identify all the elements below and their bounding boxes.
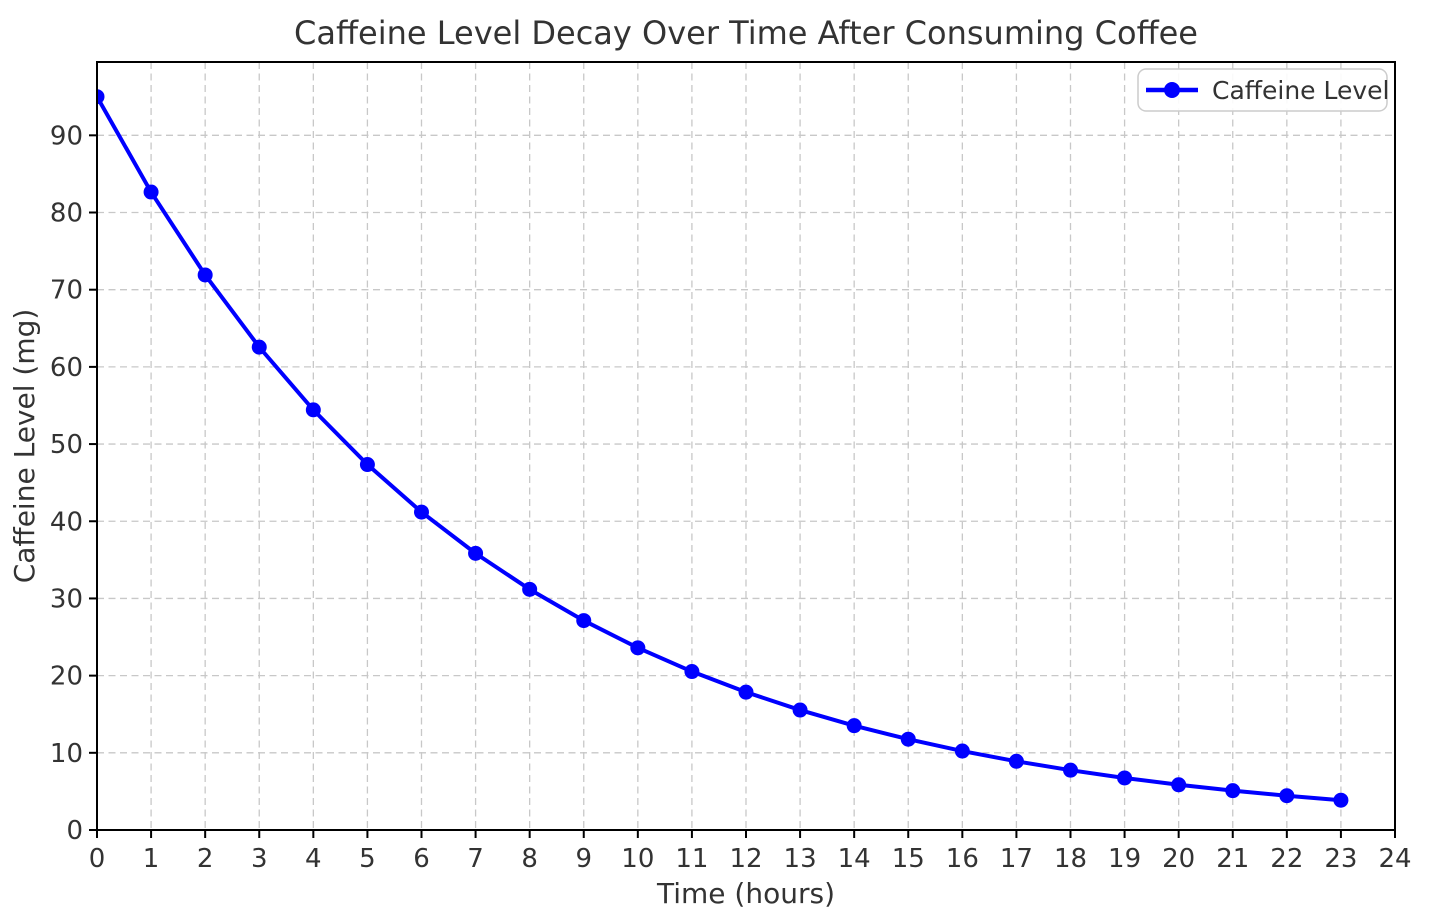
data-point-marker	[468, 545, 484, 561]
x-tick-label: 5	[359, 844, 376, 874]
x-tick-label: 22	[1270, 844, 1303, 874]
x-tick-label: 15	[892, 844, 925, 874]
data-point-marker	[414, 504, 429, 520]
x-tick-label: 0	[89, 844, 106, 874]
data-point-marker	[197, 267, 213, 283]
x-tick-label: 14	[838, 844, 871, 874]
data-point-marker	[1333, 792, 1349, 808]
data-point-marker	[97, 89, 105, 105]
legend-marker-icon	[1164, 82, 1180, 98]
data-point-marker	[1117, 770, 1133, 786]
y-tick-label: 60	[50, 353, 83, 383]
x-tick-label: 9	[575, 844, 592, 874]
y-tick-label: 40	[50, 507, 83, 537]
x-tick-label: 20	[1162, 844, 1195, 874]
data-point-marker	[1225, 783, 1241, 799]
x-tick-label: 6	[413, 844, 430, 874]
x-tick-label: 10	[621, 844, 654, 874]
x-tick-label: 7	[467, 844, 484, 874]
x-tick-label: 1	[143, 844, 160, 874]
y-tick-label: 80	[50, 199, 83, 229]
y-tick-label: 30	[50, 584, 83, 614]
y-tick-label: 70	[50, 276, 83, 306]
x-tick-label: 13	[784, 844, 817, 874]
data-point-marker	[1279, 788, 1295, 804]
x-tick-label: 4	[305, 844, 322, 874]
x-tick-label: 23	[1324, 844, 1357, 874]
x-tick-label: 16	[946, 844, 979, 874]
data-point-marker	[846, 718, 862, 734]
data-line	[97, 94, 1343, 803]
data-point-marker	[522, 581, 538, 597]
tick-layer: 0 1 2 3 4 5 6 7 8 9 10 11 12 13 14 15 16 17 18 19 20 21 22 23 24…	[50, 121, 1412, 874]
x-tick-label: 18	[1054, 844, 1087, 874]
legend-label: Caffeine Level	[1212, 76, 1390, 105]
x-tick-label: 24	[1378, 844, 1411, 874]
data-point-marker	[900, 731, 916, 747]
chart-title: Caffeine Level Decay Over Time After Con…	[294, 14, 1198, 52]
y-tick-label: 10	[50, 739, 83, 769]
data-point-marker	[792, 702, 808, 718]
grid-layer	[96, 62, 1396, 831]
x-axis-label: Time (hours)	[656, 877, 835, 910]
x-tick-label: 2	[197, 844, 214, 874]
y-tick-label: 0	[66, 816, 83, 846]
x-tick-label: 12	[729, 844, 762, 874]
data-point-marker	[1063, 762, 1078, 778]
x-tick-label: 3	[251, 844, 268, 874]
data-point-marker	[1171, 777, 1187, 793]
x-tick-label: 11	[675, 844, 708, 874]
data-point-marker	[143, 184, 159, 200]
x-tick-label: 19	[1108, 844, 1141, 874]
data-point-marker	[305, 402, 321, 418]
data-series-layer	[97, 89, 1349, 808]
y-tick-label: 50	[50, 430, 83, 460]
y-axis-label: Caffeine Level (mg)	[8, 309, 41, 584]
data-point-marker	[954, 743, 970, 759]
y-tick-label: 90	[50, 121, 83, 151]
legend-box	[1137, 68, 1388, 112]
data-point-marker	[684, 664, 700, 680]
data-point-marker	[251, 339, 267, 355]
y-tick-label: 20	[50, 662, 83, 692]
data-point-marker	[576, 613, 592, 629]
x-tick-label: 17	[1000, 844, 1033, 874]
x-tick-label: 8	[521, 844, 538, 874]
data-point-marker	[738, 684, 754, 700]
legend: Caffeine Level	[1137, 68, 1390, 112]
x-tick-label: 21	[1216, 844, 1249, 874]
data-point-marker	[359, 457, 375, 473]
data-point-marker	[1008, 753, 1024, 769]
data-point-marker	[630, 640, 646, 656]
